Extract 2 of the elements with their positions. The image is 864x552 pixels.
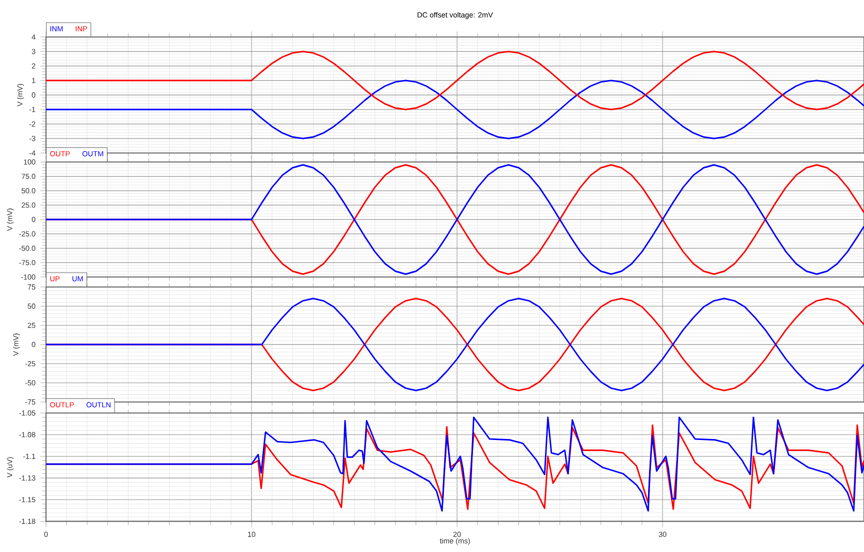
line-series bbox=[46, 50, 864, 110]
line-series bbox=[46, 80, 864, 140]
